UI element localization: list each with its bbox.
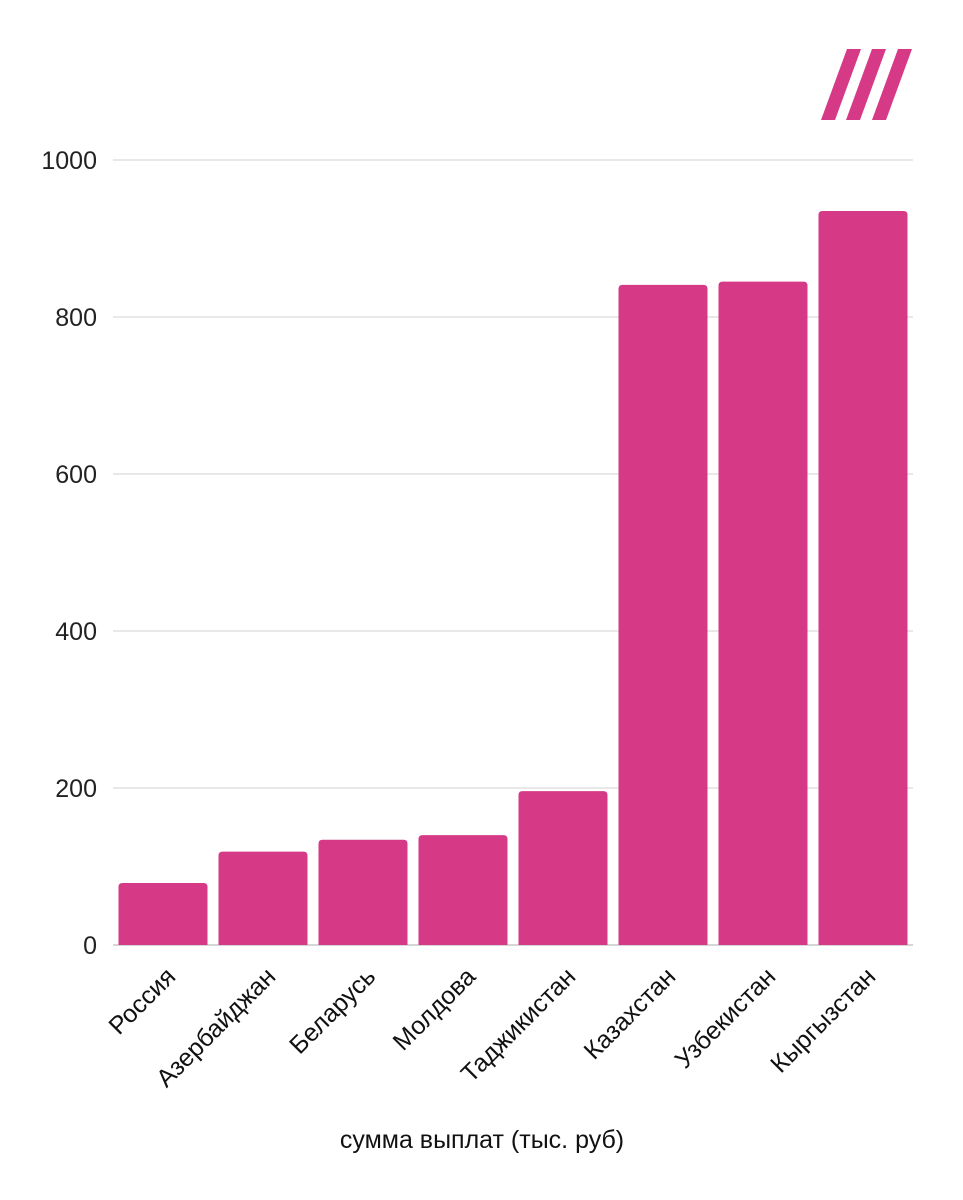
x-tick-label: Кыргызстан [765, 962, 881, 1078]
bar-8 [818, 211, 908, 945]
x-tick-label: Молдова [388, 962, 482, 1056]
bar-3 [318, 839, 408, 945]
x-tick-label: Узбекистан [670, 962, 782, 1074]
y-tick-label: 1000 [41, 147, 97, 175]
x-axis-title: сумма выплат (тыс. руб) [340, 1126, 624, 1154]
bars [118, 211, 908, 945]
bar-7 [718, 281, 808, 945]
logo-stripe-3 [872, 49, 912, 120]
logo-stripe-1 [821, 49, 861, 120]
y-tick-label: 200 [55, 775, 97, 803]
y-tick-label: 0 [83, 932, 97, 960]
x-tick-label: Беларусь [284, 962, 381, 1059]
bar-4 [418, 835, 508, 945]
y-tick-label: 400 [55, 618, 97, 646]
three-slash-logo-icon [821, 49, 912, 120]
x-tick-label: Россия [103, 962, 181, 1040]
bar-6 [618, 284, 708, 945]
bar-2 [218, 851, 308, 945]
logo-stripe-2 [846, 49, 886, 120]
y-tick-label: 800 [55, 304, 97, 332]
x-tick-label: Казахстан [579, 962, 682, 1065]
y-axis-ticks: 0 200 400 600 800 1000 [41, 147, 97, 960]
bar-5 [518, 791, 608, 945]
y-tick-label: 600 [55, 461, 97, 489]
bar-1 [118, 882, 208, 945]
